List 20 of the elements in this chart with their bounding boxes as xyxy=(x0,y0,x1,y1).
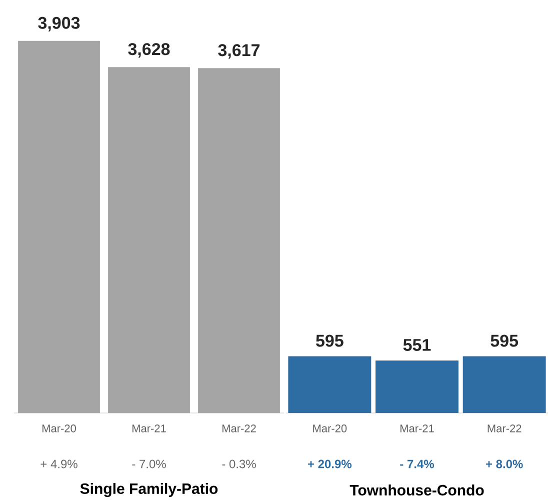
data-label: 595 xyxy=(490,334,518,347)
text: - 0.3% xyxy=(222,460,256,468)
data-label: 551 xyxy=(403,339,431,351)
x-tick-label: Mar-21 xyxy=(400,424,434,432)
x-tick-label: Mar-22 xyxy=(222,424,256,432)
data-label: 3,903 xyxy=(38,16,80,32)
text: + 4.9% xyxy=(40,460,78,468)
text: - 7.4% xyxy=(400,460,434,468)
data-label: 595 xyxy=(316,334,344,347)
text: + 20.9% xyxy=(308,460,352,468)
x-tick-label: Mar-21 xyxy=(132,424,166,432)
data-label: 3,628 xyxy=(128,43,170,58)
x-axis-title: Single Family-Patio xyxy=(80,482,218,498)
x-axis-title: Townhouse-Condo xyxy=(350,484,484,496)
text: + 8.0% xyxy=(486,460,523,468)
text: - 7.0% xyxy=(132,460,166,468)
x-tick-label: Mar-22 xyxy=(488,424,522,432)
x-tick-label: Mar-20 xyxy=(42,424,76,432)
x-tick-label: Mar-20 xyxy=(313,424,347,432)
data-label: 3,617 xyxy=(218,44,260,59)
